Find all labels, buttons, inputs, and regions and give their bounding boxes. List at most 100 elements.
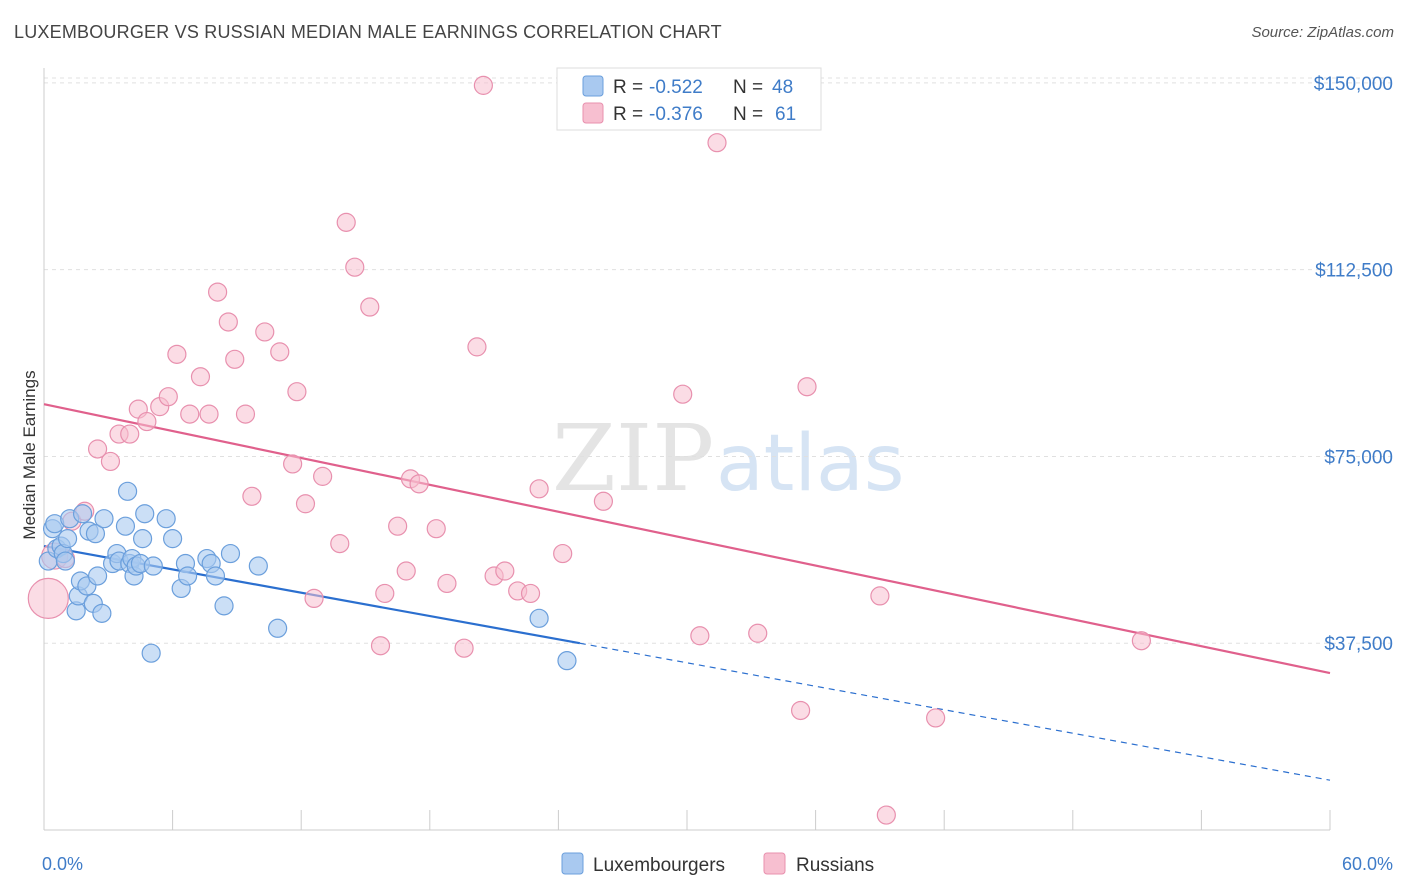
point-russians-36 (396, 561, 416, 581)
point-luxembourgers-35 (163, 529, 183, 549)
point-russians-20 (235, 404, 256, 424)
point-luxembourgers-41 (205, 566, 226, 586)
point-russians-57 (870, 586, 890, 606)
watermark-zip: ZIP (552, 405, 714, 512)
point-russians-23 (270, 342, 290, 362)
point-russians-38 (409, 474, 429, 494)
correlation-legend: R = -0.522 N = 48 R = -0.376 N = 61 (556, 67, 822, 131)
point-russians-51 (673, 384, 693, 404)
point-russians-59 (926, 708, 946, 728)
trend-line-luxembourgers-extension (579, 642, 1331, 781)
legend-n-value-1: 48 (772, 77, 793, 98)
point-luxembourgers-12 (72, 504, 93, 524)
point-russians-29 (330, 534, 350, 554)
point-russians-24 (283, 454, 303, 474)
point-russians-50 (593, 491, 614, 511)
point-russians-0 (27, 577, 69, 620)
point-russians-35 (388, 516, 408, 536)
point-russians-17 (208, 282, 228, 302)
point-russians-40 (437, 573, 457, 594)
point-russians-55 (790, 700, 811, 721)
point-russians-21 (242, 486, 262, 506)
bottom-legend-swatch-russians (763, 852, 786, 875)
y-tick-labels: $37,500 $75,000 $112,500 $150,000 (1314, 74, 1393, 655)
point-russians-6 (100, 451, 121, 472)
y-tick-label-0: $37,500 (1324, 634, 1393, 655)
y-tick-label-2: $112,500 (1315, 261, 1393, 282)
bottom-legend-label-luxembourgers: Luxembourgers (593, 855, 725, 876)
point-russians-32 (360, 297, 380, 317)
point-luxembourgers-18 (92, 603, 112, 623)
legend-n-label-2: N = (733, 104, 763, 125)
point-russians-48 (529, 479, 549, 499)
legend-swatch-luxembourgers (582, 75, 604, 97)
point-russians-45 (495, 561, 515, 581)
point-russians-47 (520, 583, 541, 604)
bottom-legend-swatch-luxembourgers (561, 852, 584, 875)
point-luxembourgers-33 (143, 556, 163, 576)
point-russians-43 (473, 75, 493, 95)
point-russians-33 (370, 636, 391, 656)
axes (43, 68, 1331, 831)
point-luxembourgers-19 (94, 509, 114, 529)
point-russians-19 (225, 349, 245, 369)
point-russians-26 (295, 494, 316, 514)
point-russians-54 (748, 623, 768, 643)
point-luxembourgers-23 (115, 516, 136, 536)
point-luxembourgers-16 (85, 524, 106, 544)
point-russians-41 (454, 638, 474, 658)
point-russians-60 (1131, 631, 1151, 651)
legend-r-label-1: R = (613, 77, 643, 98)
point-russians-16 (199, 404, 219, 424)
trend-line-russians (43, 403, 1331, 675)
point-russians-13 (167, 344, 187, 364)
point-russians-14 (180, 404, 200, 424)
point-russians-58 (876, 805, 896, 825)
point-luxembourgers-42 (214, 596, 234, 616)
point-luxembourgers-32 (141, 643, 161, 663)
point-russians-34 (375, 583, 395, 604)
point-russians-27 (304, 588, 324, 609)
point-russians-18 (218, 312, 238, 332)
legend-r-value-1: -0.522 (649, 77, 703, 98)
point-luxembourgers-44 (248, 556, 268, 576)
y-tick-label-3: $150,000 (1314, 74, 1393, 95)
point-russians-30 (336, 212, 356, 232)
point-russians-31 (345, 257, 365, 277)
point-luxembourgers-24 (117, 481, 138, 501)
point-russians-49 (553, 543, 573, 564)
series-legend: Luxembourgers Russians (561, 852, 874, 876)
point-russians-42 (467, 337, 487, 357)
point-russians-22 (255, 322, 275, 342)
data-points (27, 75, 1151, 825)
point-luxembourgers-45 (268, 618, 288, 638)
point-russians-56 (797, 377, 817, 397)
point-russians-39 (426, 519, 446, 539)
point-luxembourgers-34 (156, 509, 176, 529)
point-luxembourgers-43 (220, 543, 241, 564)
legend-n-value-2: 61 (775, 104, 796, 125)
chart-title: LUXEMBOURGER VS RUSSIAN MEDIAN MALE EARN… (14, 22, 722, 42)
legend-swatch-russians (582, 102, 604, 124)
x-tick-label-min: 0.0% (42, 854, 83, 874)
point-russians-12 (158, 387, 178, 407)
point-luxembourgers-17 (87, 566, 108, 586)
y-axis-title: Median Male Earnings (20, 370, 39, 539)
point-russians-53 (707, 133, 727, 153)
point-russians-25 (287, 382, 307, 402)
point-russians-15 (190, 367, 211, 387)
point-luxembourgers-7 (57, 529, 78, 549)
point-russians-5 (87, 439, 108, 459)
point-russians-8 (120, 424, 140, 444)
bottom-legend-label-russians: Russians (796, 855, 874, 876)
point-russians-10 (137, 411, 157, 432)
point-luxembourgers-30 (132, 529, 153, 549)
source-label: Source: ZipAtlas.com (1251, 24, 1394, 41)
gridlines (44, 77, 1395, 644)
legend-n-label-1: N = (733, 77, 763, 98)
x-tick-label-max: 60.0% (1342, 854, 1393, 874)
point-luxembourgers-31 (135, 504, 155, 524)
legend-r-label-2: R = (613, 104, 643, 125)
point-russians-52 (690, 626, 710, 646)
